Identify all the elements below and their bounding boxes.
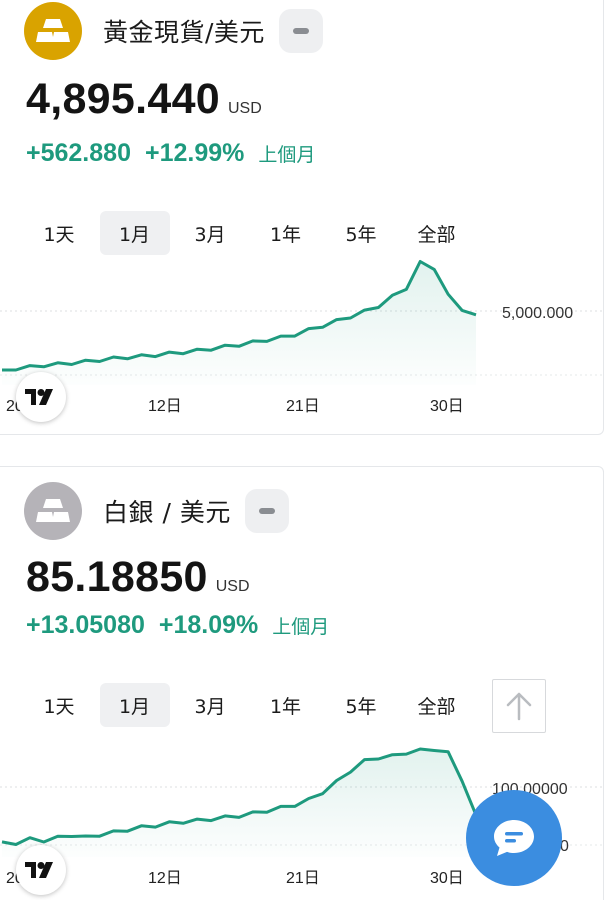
price-value: 4,895.440 (26, 75, 220, 123)
price-area (2, 261, 476, 385)
asset-name: 白銀 / 美元 (103, 498, 231, 527)
chat-button[interactable] (466, 790, 562, 886)
price-value: 85.18850 (26, 553, 208, 601)
tab-1d[interactable]: 1天 (43, 223, 75, 246)
change-percent: +12.99% (144, 139, 245, 167)
price-line (1, 747, 478, 846)
tab-1m[interactable]: 1月 (99, 211, 170, 255)
price-row: 85.18850 USD (26, 553, 250, 602)
change-row: +562.880 +12.99% 上個月 (26, 139, 315, 168)
gold-header: 黃金現貨/美元 (24, 1, 323, 61)
change-value: +562.880 (26, 139, 131, 167)
y-tick-label: 5,000.000 (502, 305, 573, 322)
x-tick-label: 30日 (430, 870, 464, 887)
price-area (2, 749, 476, 857)
minus-icon (258, 508, 275, 514)
tab-1y[interactable]: 1年 (269, 695, 302, 718)
price-line (2, 260, 477, 372)
minus-icon (292, 28, 309, 34)
tab-all[interactable]: 全部 (417, 223, 456, 246)
scroll-top-button[interactable] (492, 679, 546, 733)
remove-watchlist-button[interactable] (244, 489, 289, 533)
x-tick-label: 12日 (148, 870, 182, 887)
range-tabs: 1天 1月 3月 1年 5年 全部 (24, 211, 477, 255)
gold-chart-svg: 5,000.000 20 12日 21日 30日 (0, 260, 604, 415)
remove-watchlist-button[interactable] (278, 9, 323, 53)
asset-name: 黃金現貨/美元 (103, 18, 265, 47)
tradingview-logo[interactable] (16, 372, 66, 422)
tab-1m[interactable]: 1月 (99, 683, 170, 727)
silver-bars-icon (24, 482, 82, 540)
x-tick-label: 21日 (286, 870, 320, 887)
tab-all[interactable]: 全部 (417, 695, 456, 718)
range-tabs: 1天 1月 3月 1年 5年 全部 (24, 683, 477, 727)
change-percent: +18.09% (158, 611, 259, 639)
tab-5y[interactable]: 5年 (345, 223, 377, 246)
tab-1d[interactable]: 1天 (43, 695, 75, 718)
tab-3m[interactable]: 3月 (194, 223, 226, 246)
price-unit: USD (228, 100, 262, 117)
x-tick-label: 30日 (430, 398, 464, 415)
price-unit: USD (215, 578, 250, 595)
change-row: +13.05080 +18.09% 上個月 (26, 611, 329, 640)
tradingview-logo[interactable] (16, 845, 66, 895)
gold-bars-icon (24, 2, 82, 60)
price-chart[interactable]: 5,000.000 20 12日 21日 30日 (0, 255, 604, 430)
gold-card: 黃金現貨/美元 4,895.440 USD +562.880 +12.99% 上… (0, 0, 604, 435)
tab-1y[interactable]: 1年 (269, 223, 302, 246)
tab-5y[interactable]: 5年 (345, 695, 377, 718)
y-tick-label: 0 (560, 838, 569, 855)
arrow-up-icon (506, 692, 532, 721)
x-tick-label: 12日 (148, 398, 182, 415)
change-period: 上個月 (258, 144, 316, 166)
silver-header: 白銀 / 美元 (24, 481, 289, 541)
price-row: 4,895.440 USD (26, 75, 262, 124)
change-value: +13.05080 (26, 611, 145, 639)
tab-3m[interactable]: 3月 (194, 695, 226, 718)
chat-bubble-icon (494, 820, 534, 856)
x-tick-label: 21日 (286, 398, 320, 415)
change-period: 上個月 (272, 616, 330, 638)
